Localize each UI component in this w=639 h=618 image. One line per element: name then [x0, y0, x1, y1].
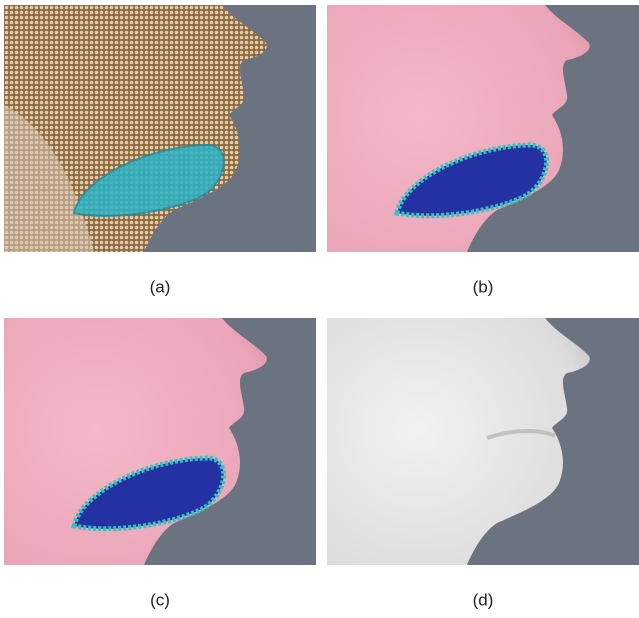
panel-label: (b)	[473, 277, 494, 296]
panel-d-image	[327, 318, 639, 565]
panel-label: (c)	[150, 590, 170, 609]
figure: (a) (b) (c) (d)	[0, 0, 639, 613]
panel-a-image	[4, 5, 316, 252]
panel-b-image	[327, 5, 639, 252]
panel-label: (a)	[150, 277, 171, 296]
panel-c-image	[4, 318, 316, 565]
panel-label: (d)	[473, 590, 494, 609]
